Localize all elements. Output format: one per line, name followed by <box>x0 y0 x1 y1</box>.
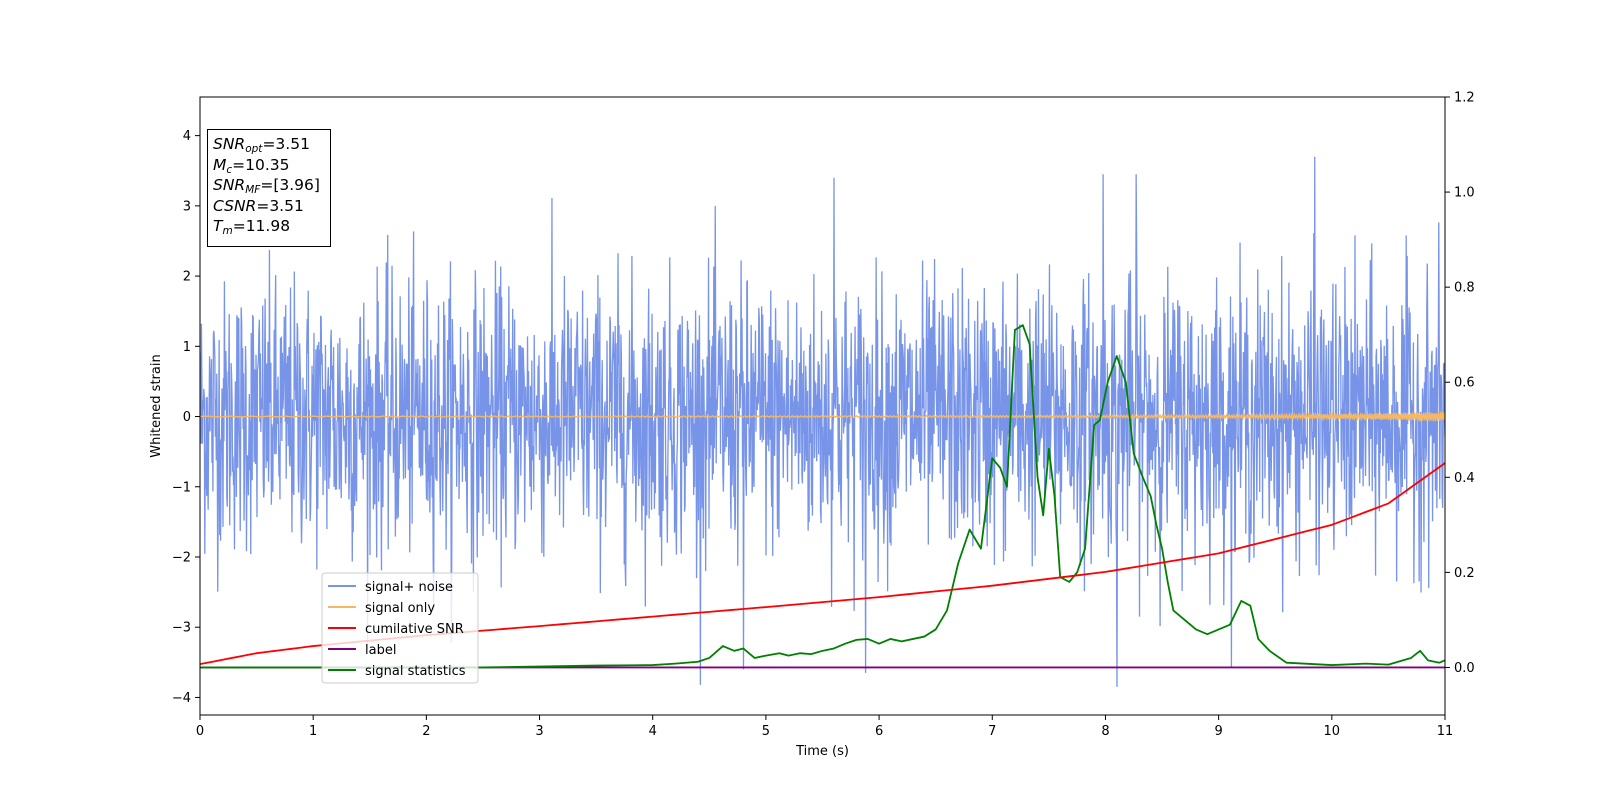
x-tick-label: 11 <box>1437 724 1454 739</box>
legend: signal+ noise signal only cumilative SNR la… <box>321 572 479 684</box>
y-tick-label: 4 <box>183 129 191 144</box>
y2-tick-label: 1.2 <box>1454 91 1475 106</box>
axis-ticks: 0 1 2 3 4 5 6 7 8 9 10 11 −4 −3 −2 −1 0 1 2 3 4 0.0 0.2 0.4 0.6 0… <box>172 91 1475 740</box>
y2-tick-label: 0.0 <box>1454 661 1475 676</box>
mc-annotation: Mc=10.35 <box>213 155 290 176</box>
y2-tick-label: 0.6 <box>1454 376 1475 391</box>
y-tick-label: 3 <box>183 199 191 214</box>
y2-tick-label: 0.4 <box>1454 471 1475 486</box>
signal-statistics-line <box>200 324 1445 669</box>
annotation-box: SNRopt=3.51 Mc=10.35 SNRMF=[3.96] CSNR=3… <box>207 129 331 247</box>
snr-mf-annotation: SNRMF=[3.96] <box>213 176 320 197</box>
legend-label: label <box>365 643 396 658</box>
x-tick-label: 0 <box>196 724 204 739</box>
y-tick-label: −2 <box>172 550 191 565</box>
legend-label: signal statistics <box>365 664 466 679</box>
y-tick-label: −1 <box>172 480 191 495</box>
y-tick-label: 1 <box>183 340 191 355</box>
legend-box <box>321 572 479 684</box>
plot-frame <box>199 96 1446 716</box>
x-tick-label: 7 <box>988 724 996 739</box>
y2-tick-label: 0.8 <box>1454 281 1475 296</box>
y-tick-label: 2 <box>183 270 191 285</box>
x-tick-label: 1 <box>309 724 317 739</box>
x-tick-label: 10 <box>1324 724 1341 739</box>
y2-tick-label: 1.0 <box>1454 186 1475 201</box>
csnr-annotation: CSNR=3.51 <box>213 196 304 215</box>
signal-only-line <box>200 411 1445 423</box>
y2-tick-label: 0.2 <box>1454 566 1475 581</box>
y-axis-label: Whitened strain <box>149 354 164 457</box>
x-tick-label: 3 <box>535 724 543 739</box>
x-tick-label: 4 <box>649 724 657 739</box>
x-tick-label: 9 <box>1214 724 1222 739</box>
x-tick-label: 8 <box>1101 724 1109 739</box>
x-tick-label: 6 <box>875 724 883 739</box>
snr-opt-annotation: SNRopt=3.51 <box>213 135 310 155</box>
y-tick-label: −4 <box>172 691 191 706</box>
signal-noise-line <box>200 156 1445 687</box>
legend-label: cumilative SNR <box>365 622 464 637</box>
y-tick-label: −3 <box>172 621 191 636</box>
x-tick-label: 2 <box>422 724 430 739</box>
legend-label: signal+ noise <box>365 580 453 595</box>
y-tick-label: 0 <box>183 410 191 425</box>
tm-annotation: Tm=11.98 <box>213 217 291 238</box>
signal-noise-series <box>200 156 1445 687</box>
x-tick-label: 5 <box>762 724 770 739</box>
x-axis-label: Time (s) <box>795 744 849 759</box>
legend-label: signal only <box>365 601 435 616</box>
